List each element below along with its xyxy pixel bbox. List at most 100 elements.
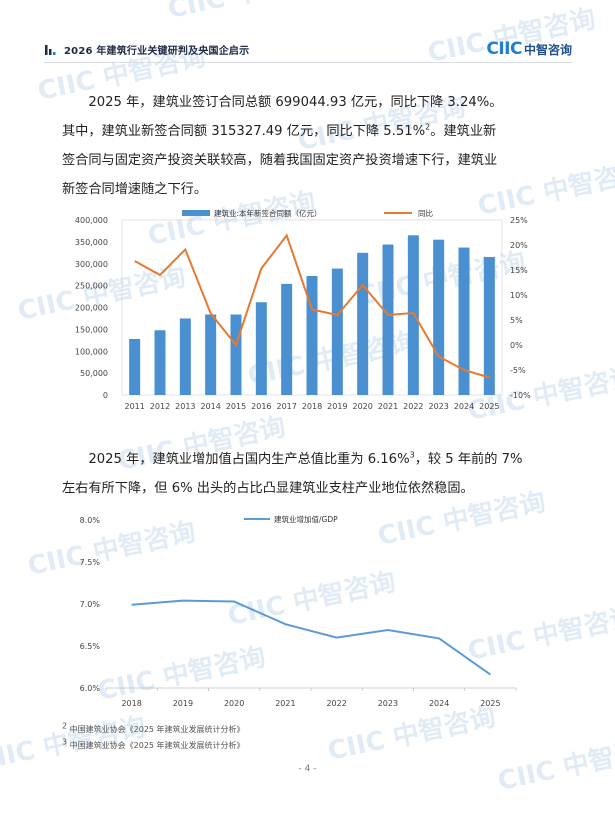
page-number: - 4 -: [298, 764, 317, 774]
legend-swatch-bars: [182, 210, 210, 216]
bar: [230, 314, 242, 395]
legend-label-line: 同比: [418, 208, 433, 218]
text-run: 左右有所下降，但 6% 出头的占比凸显建筑业支柱产业地位依然稳固。: [62, 481, 474, 496]
y-right-tick-label: 15%: [510, 266, 528, 275]
bar: [483, 257, 495, 395]
x-tick-label: 2011: [124, 402, 144, 411]
y-right-tick-label: 10%: [510, 291, 528, 300]
new-contracts-chart: 0 50,000 100,000 150,000 200,000 250,000 300,0…: [75, 208, 531, 411]
footnote-ref[interactable]: 3: [409, 450, 415, 460]
bar-chart-icon: [45, 45, 56, 55]
y-tick-label: 6.5%: [80, 642, 101, 651]
text-run: 。建筑业新: [430, 124, 497, 139]
bar: [179, 318, 191, 395]
bar: [331, 268, 343, 395]
y-left-tick-label: 400,000: [75, 216, 108, 225]
paragraph-line: 2025 年，建筑业增加值占国内生产总值比重为 6.16%3，较 5 年前的 7…: [62, 445, 556, 474]
y-right-tick-label: 0%: [510, 341, 523, 350]
logo-text: 中智咨询: [523, 42, 572, 57]
x-tick-label: 2018: [121, 699, 141, 708]
x-tick-label: 2018: [302, 402, 322, 411]
x-tick-label: 2013: [175, 402, 195, 411]
x-tick-label: 2012: [150, 402, 170, 411]
gdp-share-line: [131, 599, 491, 676]
x-tick-label: 2023: [428, 402, 448, 411]
footnote-text: 中国建筑业协会《2025 年建筑业发展统计分析》: [69, 741, 245, 750]
watermark-text: CIIC 中智咨询: [165, 0, 338, 25]
bar: [382, 244, 394, 395]
y-left-tick-label: 300,000: [75, 260, 108, 269]
footnote: 3 中国建筑业协会《2025 年建筑业发展统计分析》: [62, 738, 556, 754]
paragraph-line: 2025 年，建筑业签订合同总额 699044.93 亿元，同比下降 3.24%…: [62, 88, 556, 117]
y-left-tick-label: 350,000: [75, 238, 108, 247]
bar: [357, 252, 369, 395]
y-tick-label: 6.0%: [80, 684, 101, 693]
y-tick-label: 7.5%: [80, 558, 101, 567]
logo-mark: CIIC: [486, 39, 522, 59]
x-tick-label: 2020: [352, 402, 372, 411]
x-tick-label: 2017: [276, 402, 296, 411]
text-run: 新签合同增速随之下行。: [62, 182, 208, 197]
y-right-tick-label: 5%: [510, 316, 523, 325]
bar: [433, 239, 445, 395]
x-tick-label: 2014: [200, 402, 220, 411]
y-left-tick-label: 0: [103, 391, 108, 400]
legend-label-bars: 建筑业:本年新签合同额（亿元）: [214, 208, 322, 218]
paragraph-line: 其中，建筑业新签合同额 315327.49 亿元，同比下降 5.51%2。建筑业…: [62, 117, 556, 146]
paragraph-gdp-share: 2025 年，建筑业增加值占国内生产总值比重为 6.16%3，较 5 年前的 7…: [62, 445, 556, 503]
text-run: 2025 年，建筑业增加值占国内生产总值比重为 6.16%: [88, 452, 410, 467]
x-tick-label: 2019: [327, 402, 347, 411]
paragraph-line: 左右有所下降，但 6% 出头的占比凸显建筑业支柱产业地位依然稳固。: [62, 474, 556, 503]
y-left-tick-label: 50,000: [80, 369, 108, 378]
bar: [255, 302, 267, 395]
legend-label-line: 建筑业增加值/GDP: [274, 514, 338, 524]
x-tick-label: 2024: [454, 402, 474, 411]
bar: [129, 339, 141, 395]
footnote-number: 3: [62, 737, 68, 747]
bar: [407, 235, 419, 395]
x-tick-label: 2021: [378, 402, 398, 411]
page-header: 2026 年建筑行业关键研判及央国企启示 CIIC 中智咨询: [44, 38, 572, 60]
x-tick-label: 2021: [275, 699, 295, 708]
x-tick-label: 2022: [326, 699, 346, 708]
header-divider: [44, 62, 572, 63]
x-tick-label: 2016: [251, 402, 271, 411]
text-run: 2025 年，建筑业签订合同总额 699044.93 亿元，同比下降 3.24%…: [88, 95, 503, 110]
y-right-tick-label: -10%: [510, 391, 531, 400]
x-tick-label: 2024: [429, 699, 449, 708]
paragraph-contracts: 2025 年，建筑业签订合同总额 699044.93 亿元，同比下降 3.24%…: [62, 88, 556, 204]
paragraph-line: 签合同与固定资产投资关联较高，随着我国固定资产投资增速下行，建筑业: [62, 146, 556, 175]
x-tick-label: 2025: [480, 699, 500, 708]
y-left-tick-label: 150,000: [75, 325, 108, 334]
footnote: 2 中国建筑业协会《2025 年建筑业发展统计分析》: [62, 722, 556, 738]
bar: [205, 314, 217, 395]
x-tick-label: 2020: [224, 699, 244, 708]
ciic-logo: CIIC 中智咨询: [486, 38, 572, 60]
y-right-tick-label: 20%: [510, 241, 528, 250]
text-run: 其中，建筑业新签合同额 315327.49 亿元，同比下降 5.51%: [62, 124, 426, 139]
y-left-tick-label: 250,000: [75, 282, 108, 291]
paragraph-line: 新签合同增速随之下行。: [62, 175, 556, 204]
y-left-tick-label: 200,000: [75, 304, 108, 313]
y-right-tick-label: 25%: [510, 216, 528, 225]
value-added-gdp-chart: 6.0% 6.5% 7.0% 7.5% 8.0% 2018 2019 2020 2021 2022…: [80, 514, 517, 708]
y-left-tick-label: 100,000: [75, 347, 108, 356]
x-tick-label: 2015: [226, 402, 246, 411]
x-tick-label: 2023: [378, 699, 398, 708]
x-tick-label: 2025: [479, 402, 499, 411]
footnotes: 2 中国建筑业协会《2025 年建筑业发展统计分析》 3 中国建筑业协会《202…: [62, 722, 556, 754]
y-right-tick-label: -5%: [510, 366, 526, 375]
x-tick-label: 2022: [403, 402, 423, 411]
x-tick-label: 2019: [173, 699, 193, 708]
footnote-text: 中国建筑业协会《2025 年建筑业发展统计分析》: [69, 725, 245, 734]
text-run: ，较 5 年前的 7%: [414, 452, 523, 467]
bar: [458, 247, 470, 395]
yoy-line: [134, 233, 490, 379]
text-run: 签合同与固定资产投资关联较高，随着我国固定资产投资增速下行，建筑业: [62, 153, 498, 168]
bar: [306, 276, 318, 395]
y-tick-label: 7.0%: [80, 600, 101, 609]
footnote-number: 2: [62, 721, 68, 731]
footnote-ref[interactable]: 2: [425, 122, 431, 132]
bar: [154, 330, 166, 395]
bar: [281, 283, 293, 395]
